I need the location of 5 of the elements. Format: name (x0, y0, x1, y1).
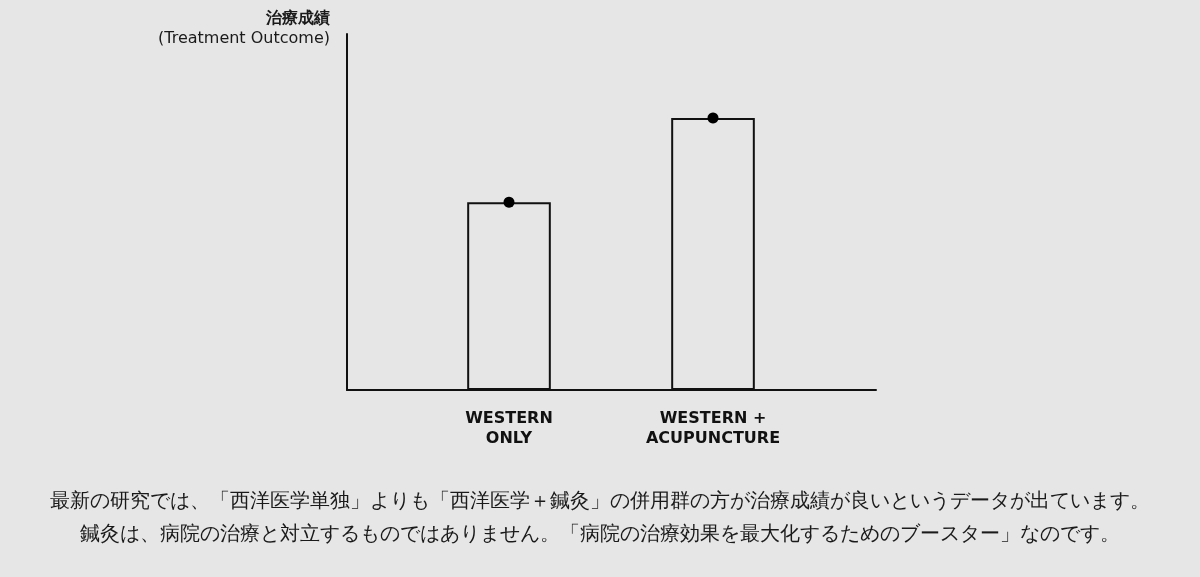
text: 鍼灸は、病院の治療と対立するものではありません。「病院の治療効果を最大化するためのブースター」なのです。 (80, 521, 1120, 545)
text: 最新の研究では、「西洋医学単独」よりも「西洋医学＋鍼灸」の併用群の方が治療成績が良いというデータが出ています。 (50, 488, 1150, 512)
x-tick-label: WESTERN ONLY (465, 407, 553, 447)
y-axis-title: 治療成績 (Treatment Outcome) (157, 7, 330, 47)
x-tick-label: WESTERN + ACUPUNCTURE (645, 407, 781, 447)
